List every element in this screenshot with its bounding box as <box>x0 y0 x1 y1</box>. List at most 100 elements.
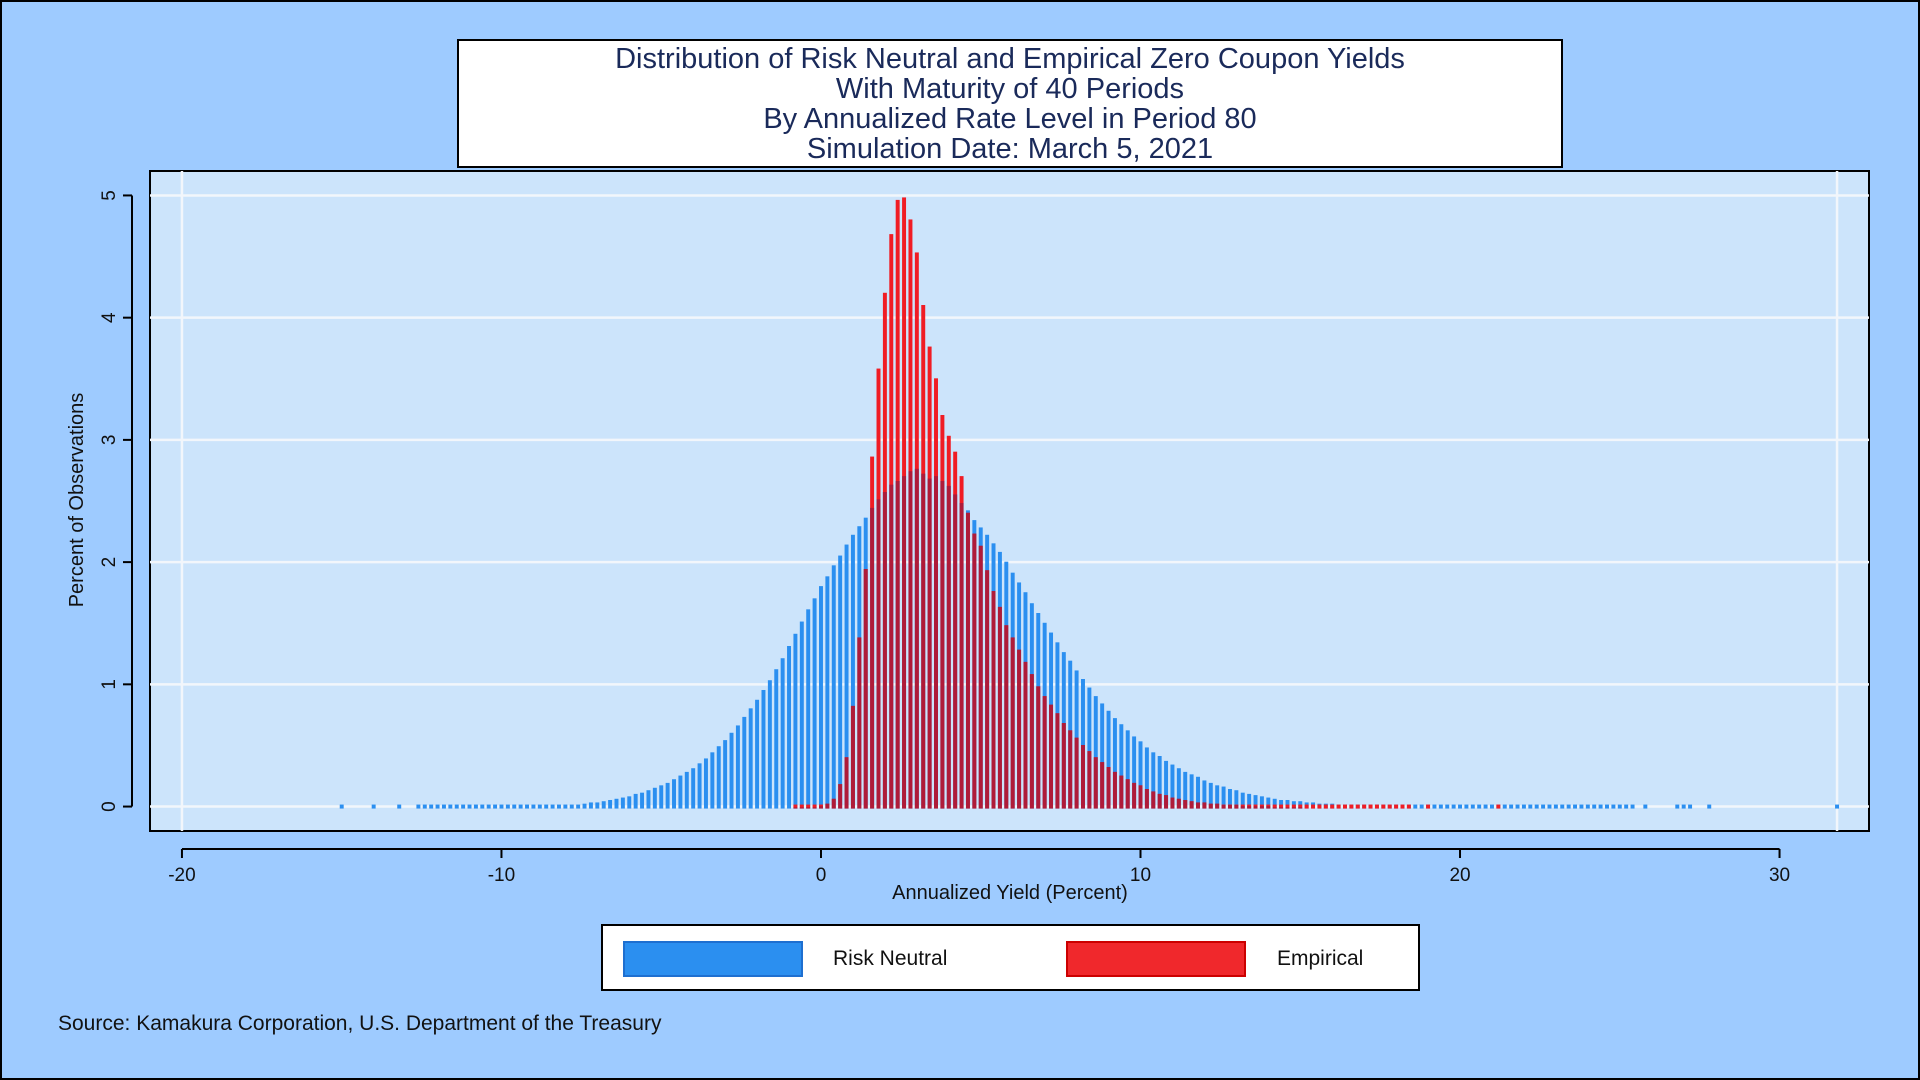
bar-risk-neutral <box>1528 804 1533 809</box>
y-tick-label: 5 <box>99 190 120 201</box>
bar-risk-neutral <box>703 758 708 809</box>
bar-risk-neutral <box>1579 804 1584 809</box>
bar-empirical <box>1426 804 1431 809</box>
bar-risk-neutral <box>1189 774 1194 809</box>
bar-risk-neutral <box>1502 804 1507 809</box>
x-axis-label: Annualized Yield (Percent) <box>892 882 1128 904</box>
bar-overlap <box>1125 779 1130 809</box>
bar-overlap <box>1176 798 1181 809</box>
bar-empirical <box>1330 804 1335 809</box>
bar-overlap <box>1036 686 1041 809</box>
bar-risk-neutral <box>1489 804 1494 809</box>
bar-overlap <box>1196 802 1200 809</box>
chart-title-line-2: With Maturity of 40 Periods <box>835 72 1185 105</box>
bar-risk-neutral <box>563 804 568 809</box>
bar-risk-neutral <box>576 804 581 809</box>
bar-overlap <box>806 807 811 809</box>
bar-empirical <box>1368 804 1373 809</box>
bar-overlap <box>927 478 932 809</box>
legend-swatch-risk-neutral <box>623 941 803 977</box>
bar-overlap <box>882 492 887 809</box>
bar-risk-neutral <box>416 804 421 809</box>
bar-risk-neutral <box>1125 730 1130 809</box>
bar-risk-neutral <box>640 792 645 809</box>
bar-risk-neutral <box>1259 796 1264 809</box>
bar-risk-neutral <box>1617 804 1622 809</box>
bar-empirical <box>1355 804 1360 809</box>
bar-risk-neutral <box>1566 804 1571 809</box>
bar-risk-neutral <box>755 699 760 809</box>
bar-risk-neutral <box>748 708 753 809</box>
bar-risk-neutral <box>518 804 523 809</box>
bar-overlap <box>857 637 862 809</box>
bar-risk-neutral <box>1560 804 1565 809</box>
bar-overlap <box>1100 762 1105 809</box>
bar-risk-neutral <box>1266 797 1271 809</box>
bar-risk-neutral <box>1279 800 1284 809</box>
bar-risk-neutral <box>1157 756 1162 809</box>
x-tick-label: 0 <box>816 865 827 886</box>
bar-risk-neutral <box>371 804 376 809</box>
bar-risk-neutral <box>1119 724 1124 809</box>
bar-risk-neutral <box>716 746 721 809</box>
bar-overlap <box>844 757 849 809</box>
bar-risk-neutral <box>1208 782 1213 809</box>
bar-overlap <box>1221 804 1226 809</box>
chart-title-line-3: By Annualized Rate Level in Period 80 <box>763 102 1257 135</box>
bar-risk-neutral <box>1515 804 1520 809</box>
bar-overlap <box>1183 800 1188 809</box>
bar-risk-neutral <box>787 646 792 809</box>
bar-risk-neutral <box>831 565 836 809</box>
bar-overlap <box>1010 637 1015 809</box>
bar-risk-neutral <box>627 796 632 809</box>
bar-overlap <box>1144 789 1149 809</box>
bar-risk-neutral <box>678 775 683 809</box>
bar-empirical <box>1311 804 1316 809</box>
bar-overlap <box>895 481 900 809</box>
bar-empirical <box>1400 804 1405 809</box>
bar-risk-neutral <box>1611 804 1616 809</box>
bar-empirical <box>1291 804 1296 809</box>
bar-risk-neutral <box>1419 804 1424 809</box>
y-tick-label: 3 <box>99 435 120 446</box>
bar-risk-neutral <box>1438 804 1443 809</box>
bar-overlap <box>1119 775 1124 809</box>
bar-empirical <box>1374 804 1379 809</box>
bar-risk-neutral <box>480 804 485 809</box>
bar-empirical <box>1279 804 1284 809</box>
bar-risk-neutral <box>1087 687 1092 809</box>
bar-overlap <box>1055 713 1060 809</box>
bar-risk-neutral <box>531 804 536 809</box>
bar-overlap <box>1106 767 1111 809</box>
bar-overlap <box>1017 649 1022 809</box>
bar-risk-neutral <box>1688 804 1693 809</box>
bar-overlap <box>831 798 836 809</box>
bar-risk-neutral <box>742 716 747 809</box>
bar-risk-neutral <box>1234 790 1239 809</box>
y-tick-label: 1 <box>99 679 120 690</box>
bar-risk-neutral <box>448 804 453 809</box>
bar-risk-neutral <box>1624 804 1629 809</box>
bar-risk-neutral <box>799 621 804 809</box>
bar-risk-neutral <box>1630 804 1635 809</box>
bar-risk-neutral <box>672 779 676 809</box>
bar-risk-neutral <box>525 804 530 809</box>
bar-risk-neutral <box>1534 804 1539 809</box>
bar-risk-neutral <box>729 732 734 809</box>
bar-risk-neutral <box>850 534 855 809</box>
bar-risk-neutral <box>608 800 613 809</box>
bar-risk-neutral <box>1196 776 1200 809</box>
bar-risk-neutral <box>499 804 504 809</box>
bar-risk-neutral <box>767 680 772 809</box>
bar-empirical <box>1285 804 1290 809</box>
bar-empirical <box>806 804 811 809</box>
bar-overlap <box>985 570 990 809</box>
bar-risk-neutral <box>1151 752 1156 809</box>
bar-overlap <box>1279 807 1284 809</box>
bar-overlap <box>921 473 926 809</box>
bar-empirical <box>1272 804 1277 809</box>
bar-empirical <box>1298 804 1303 809</box>
bar-risk-neutral <box>819 586 823 809</box>
bar-risk-neutral <box>844 544 849 809</box>
bar-empirical <box>1381 804 1386 809</box>
